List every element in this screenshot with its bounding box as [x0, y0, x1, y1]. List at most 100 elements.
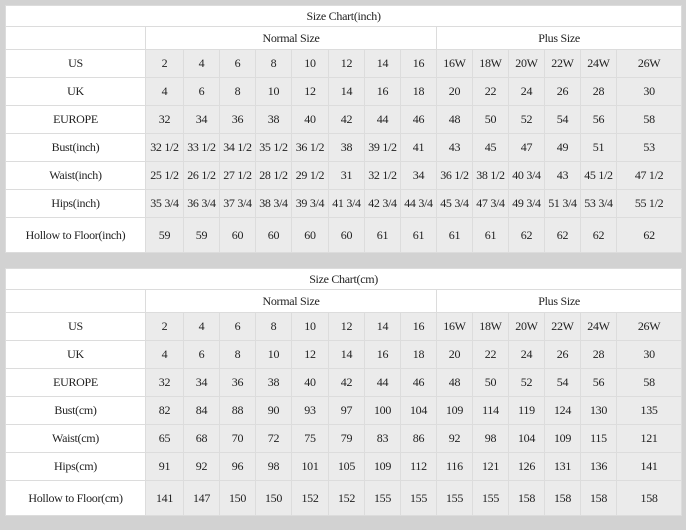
- size-cell: 8: [219, 340, 256, 369]
- size-cell: 6: [219, 49, 256, 78]
- size-cell: 104: [508, 424, 545, 453]
- size-cell: 46: [400, 105, 437, 134]
- size-cell: 36 3/4: [183, 189, 220, 218]
- size-cell: 14: [328, 340, 365, 369]
- size-cell: 62: [508, 217, 545, 253]
- size-cell: 61: [400, 217, 437, 253]
- size-cell: 59: [145, 217, 184, 253]
- size-cell: 46: [400, 368, 437, 397]
- size-cell: 65: [145, 424, 184, 453]
- size-cell: 104: [400, 396, 437, 425]
- size-cell: 101: [291, 452, 329, 481]
- size-cell: 29 1/2: [291, 161, 329, 190]
- size-cell: 60: [255, 217, 292, 253]
- size-cell: 14: [364, 312, 401, 341]
- size-cell: 22W: [544, 312, 581, 341]
- size-cell: 47 1/2: [615, 161, 683, 190]
- size-cell: 22: [472, 77, 509, 106]
- chart-title: Size Chart(cm): [4, 268, 683, 290]
- size-cell: 36: [219, 105, 256, 134]
- row-label: Bust(cm): [5, 396, 146, 425]
- size-cell: 35 1/2: [255, 133, 292, 162]
- size-cell: 68: [183, 424, 220, 453]
- size-cell: 150: [255, 480, 292, 516]
- size-cell: 82: [145, 396, 184, 425]
- size-chart-cm: Size Chart(cm) Normal Size Plus Size US 2 4 6 8…: [4, 268, 683, 516]
- size-cell: 42 3/4: [364, 189, 401, 218]
- size-cell: 40 3/4: [508, 161, 545, 190]
- size-cell: 75: [291, 424, 329, 453]
- size-cell: 114: [472, 396, 509, 425]
- size-cell: 54: [544, 368, 581, 397]
- size-cell: 24W: [580, 312, 617, 341]
- size-cell: 43: [436, 133, 473, 162]
- size-cell: 158: [544, 480, 581, 516]
- size-cell: 20: [436, 77, 473, 106]
- size-cell: 131: [544, 452, 581, 481]
- size-cell: 48: [436, 105, 473, 134]
- size-cell: 16W: [436, 49, 473, 78]
- size-cell: 10: [255, 340, 292, 369]
- size-cell: 2: [145, 312, 184, 341]
- table-row: US 2 4 6 8 10 12 14 16 16W 18W 20W 22W 24W 26W: [5, 312, 683, 341]
- size-cell: 43: [544, 161, 581, 190]
- size-cell: 83: [364, 424, 401, 453]
- row-label: EUROPE: [5, 105, 146, 134]
- size-cell: 59: [183, 217, 220, 253]
- size-cell: 90: [255, 396, 292, 425]
- size-cell: 32 1/2: [145, 133, 184, 162]
- size-cell: 52: [508, 105, 545, 134]
- size-cell: 109: [364, 452, 401, 481]
- size-cell: 61: [436, 217, 473, 253]
- size-cell: 18W: [472, 49, 509, 78]
- size-cell: 38 1/2: [472, 161, 509, 190]
- size-cell: 72: [255, 424, 292, 453]
- size-cell: 124: [544, 396, 581, 425]
- size-cell: 33 1/2: [183, 133, 220, 162]
- size-cell: 38: [255, 368, 292, 397]
- table-row: US 2 4 6 8 10 12 14 16 16W 18W 20W 22W 24W 26W: [5, 49, 683, 78]
- row-label: Bust(inch): [5, 133, 146, 162]
- table-row: Waist(cm) 65 68 70 72 75 79 83 86 92 98 104 109 115 12…: [5, 424, 683, 453]
- size-cell: 60: [219, 217, 256, 253]
- size-cell: 16: [364, 340, 401, 369]
- corner-cell: [5, 26, 146, 50]
- normal-size-header: Normal Size: [145, 289, 437, 313]
- size-cell: 51: [580, 133, 617, 162]
- corner-cell: [5, 289, 146, 313]
- size-cell: 38: [328, 133, 365, 162]
- size-cell: 44 3/4: [400, 189, 437, 218]
- size-cell: 136: [580, 452, 617, 481]
- size-cell: 93: [291, 396, 329, 425]
- size-cell: 38 3/4: [255, 189, 292, 218]
- size-cell: 155: [436, 480, 473, 516]
- size-cell: 62: [544, 217, 581, 253]
- size-cell: 4: [183, 312, 220, 341]
- size-cell: 61: [472, 217, 509, 253]
- size-cell: 55 1/2: [615, 189, 683, 218]
- size-cell: 47 3/4: [472, 189, 509, 218]
- size-cell: 34: [183, 105, 220, 134]
- size-cell: 18W: [472, 312, 509, 341]
- row-label: Hollow to Floor(inch): [5, 217, 146, 253]
- size-cell: 16W: [436, 312, 473, 341]
- size-cell: 28: [580, 77, 617, 106]
- size-cell: 53: [615, 133, 683, 162]
- row-label: EUROPE: [5, 368, 146, 397]
- size-chart-inch: Size Chart(inch) Normal Size Plus Size US 2 4…: [4, 5, 683, 253]
- size-cell: 31: [328, 161, 365, 190]
- size-cell: 112: [400, 452, 437, 481]
- size-cell: 121: [615, 424, 683, 453]
- size-cell: 20: [436, 340, 473, 369]
- size-cell: 96: [219, 452, 256, 481]
- table-row: Hollow to Floor(inch) 59 59 60 60 60 60 61 61 61 6…: [5, 217, 683, 253]
- table-row: Hips(inch) 35 3/4 36 3/4 37 3/4 38 3/4 39 3/4…: [5, 189, 683, 218]
- table-row: EUROPE 32 34 36 38 40 42 44 46 48 50 52 54 56 58: [5, 368, 683, 397]
- size-cell: 155: [364, 480, 401, 516]
- size-cell: 32: [145, 105, 184, 134]
- size-cell: 50: [472, 105, 509, 134]
- size-cell: 18: [400, 77, 437, 106]
- table-row: Waist(inch) 25 1/2 26 1/2 27 1/2 28 1/2 29 1/…: [5, 161, 683, 190]
- size-cell: 135: [615, 396, 683, 425]
- size-cell: 8: [219, 77, 256, 106]
